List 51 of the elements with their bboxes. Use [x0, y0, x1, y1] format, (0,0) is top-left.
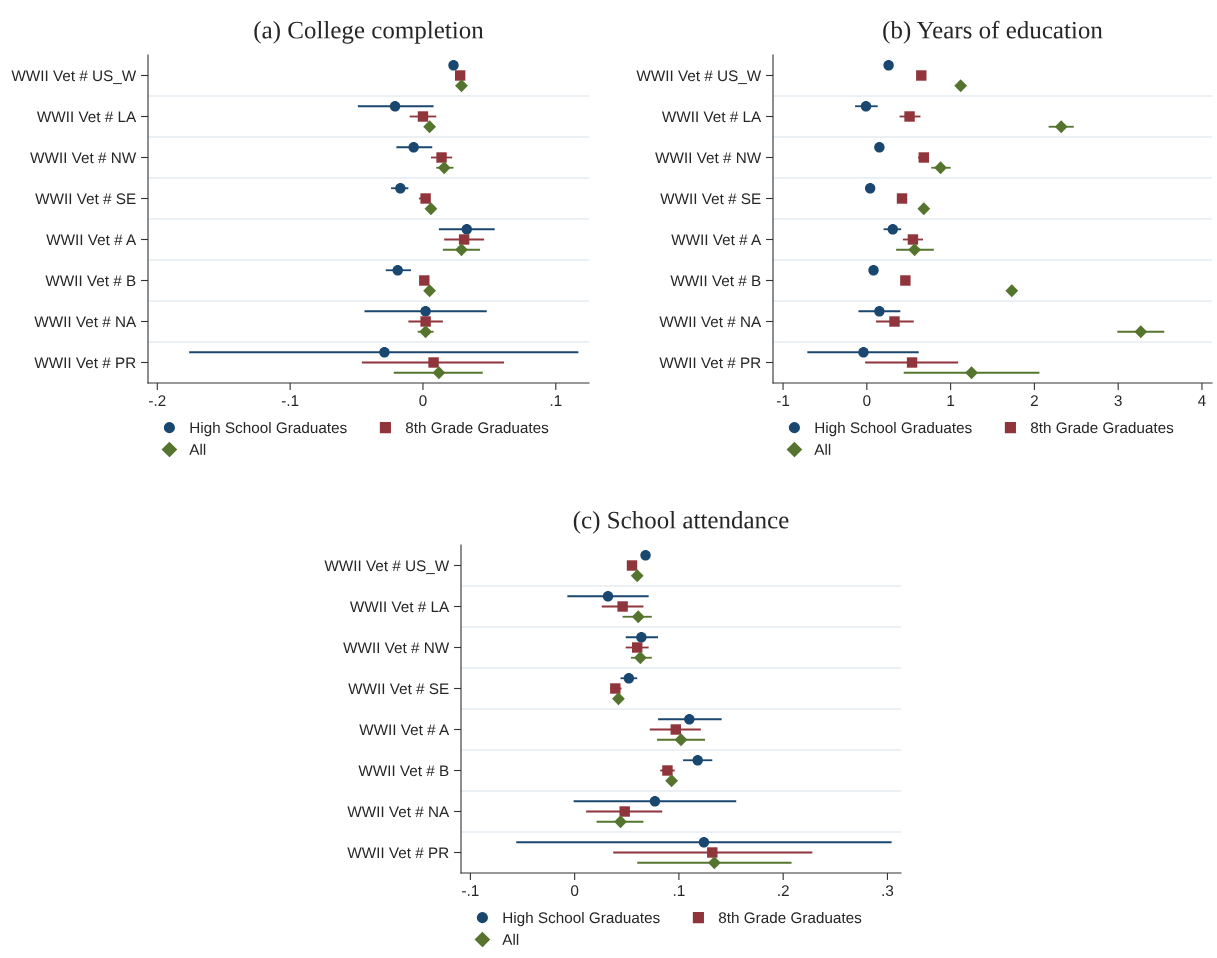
y-tick-label: WWII Vet # US_W — [324, 560, 450, 575]
y-tick-label: WWII Vet # A — [671, 234, 762, 246]
y-tick-label: WWII Vet # A — [359, 724, 450, 736]
legend-label: All — [189, 443, 206, 455]
chart-title: (a) College completion — [254, 20, 484, 44]
y-tick-label: WWII Vet # B — [670, 275, 761, 287]
x-tick-label: -1 — [776, 395, 790, 406]
x-tick-label: .1 — [550, 395, 562, 406]
y-tick-label: WWII Vet # LA — [36, 111, 137, 123]
y-tick-label: WWII Vet # LA — [661, 111, 762, 123]
x-tick-label: 3 — [1114, 395, 1122, 407]
y-tick-label: WWII Vet # PR — [347, 847, 449, 859]
y-tick-label: WWII Vet # SE — [35, 193, 136, 205]
x-tick-label: -.2 — [149, 395, 166, 406]
chart-title: (c) School attendance — [573, 510, 789, 534]
x-tick-label: .1 — [673, 885, 685, 896]
y-tick-label: WWII Vet # SE — [660, 193, 761, 205]
legend-label: 8th Grade Graduates — [405, 421, 549, 434]
legend-label: 8th Grade Graduates — [1030, 421, 1174, 434]
y-tick-label: WWII Vet # A — [46, 234, 137, 246]
x-tick-label: -.1 — [281, 395, 299, 406]
y-tick-label: WWII Vet # NA — [34, 316, 137, 328]
y-tick-label: WWII Vet # PR — [34, 357, 136, 369]
y-tick-label: WWII Vet # LA — [349, 601, 450, 613]
legend-label: High School Graduates — [815, 421, 972, 437]
x-tick-label: -.1 — [462, 885, 479, 896]
y-tick-label: WWII Vet # NW — [655, 152, 762, 164]
x-tick-label: 0 — [419, 395, 427, 407]
y-tick-label: WWII Vet # SE — [348, 683, 449, 695]
x-tick-label: 2 — [1030, 395, 1038, 406]
x-tick-label: .3 — [882, 885, 894, 897]
y-tick-label: WWII Vet # US_W — [636, 70, 762, 85]
legend-label: 8th Grade Graduates — [718, 911, 862, 924]
x-tick-label: 1 — [947, 395, 955, 406]
y-tick-label: WWII Vet # B — [45, 275, 136, 287]
y-tick-label: WWII Vet # NA — [659, 316, 762, 328]
chart-title: (b) Years of education — [883, 20, 1103, 44]
y-tick-label: WWII Vet # NA — [347, 806, 450, 818]
y-tick-label: WWII Vet # US_W — [11, 70, 137, 85]
legend-label: All — [814, 443, 831, 455]
x-tick-label: 0 — [571, 885, 579, 897]
legend-label: All — [502, 933, 519, 945]
y-tick-label: WWII Vet # NW — [343, 642, 450, 654]
legend-label: High School Graduates — [503, 911, 660, 927]
x-tick-label: 4 — [1198, 395, 1206, 406]
y-tick-label: WWII Vet # NW — [30, 152, 137, 164]
y-tick-label: WWII Vet # PR — [659, 357, 761, 369]
x-tick-label: .2 — [778, 885, 789, 896]
legend-label: High School Graduates — [190, 421, 347, 437]
x-tick-label: 0 — [863, 395, 871, 407]
y-tick-label: WWII Vet # B — [358, 765, 449, 777]
